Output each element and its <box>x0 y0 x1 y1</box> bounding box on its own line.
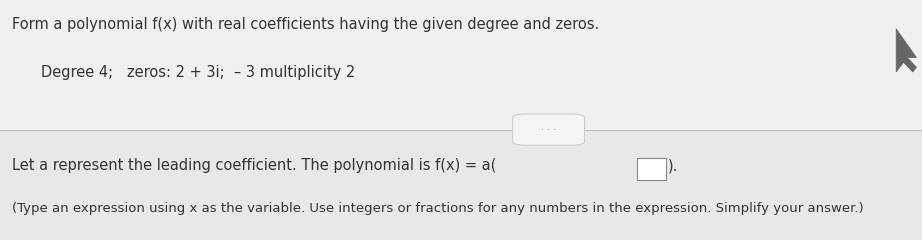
Polygon shape <box>896 29 916 72</box>
FancyBboxPatch shape <box>513 114 585 145</box>
Text: Degree 4;   zeros: 2 + 3i;  – 3 multiplicity 2: Degree 4; zeros: 2 + 3i; – 3 multiplicit… <box>41 65 356 80</box>
FancyBboxPatch shape <box>637 158 667 180</box>
Bar <box>0 130 922 240</box>
Text: · · ·: · · · <box>541 125 556 135</box>
Text: ).: ). <box>668 158 678 173</box>
Text: (Type an expression using x as the variable. Use integers or fractions for any n: (Type an expression using x as the varia… <box>12 202 864 215</box>
Text: Let a represent the leading coefficient. The polynomial is f(x) = a(: Let a represent the leading coefficient.… <box>12 158 496 173</box>
Text: Form a polynomial f(x) with real coefficients having the given degree and zeros.: Form a polynomial f(x) with real coeffic… <box>12 17 599 32</box>
